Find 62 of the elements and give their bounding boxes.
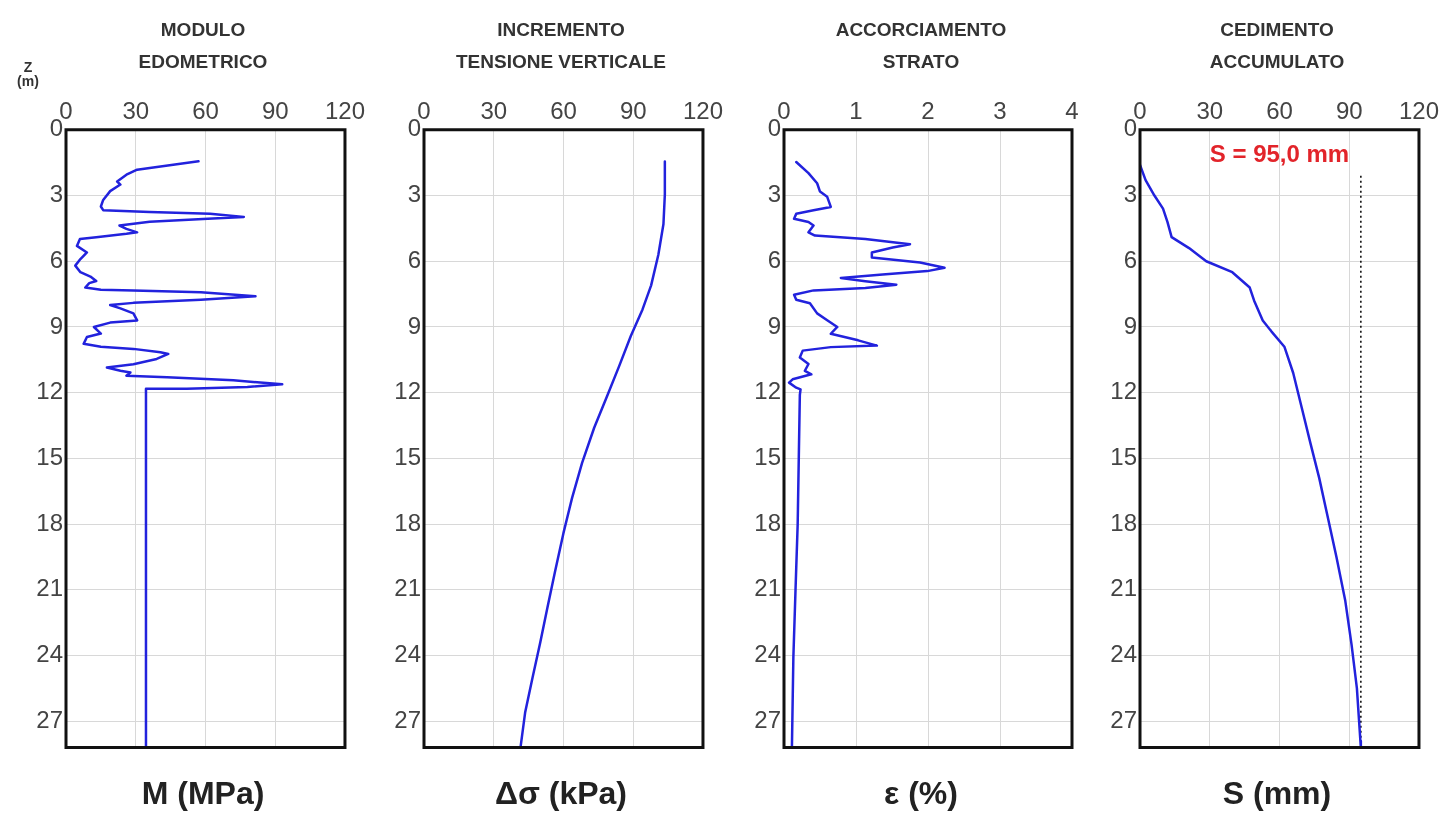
x-axis-title: ε (%) bbox=[883, 775, 959, 812]
y-tick-label: 12 bbox=[36, 377, 63, 405]
x-tick-label: 2 bbox=[921, 97, 935, 125]
y-tick-label: 6 bbox=[767, 245, 781, 273]
x-tick-label: 1 bbox=[849, 97, 863, 125]
y-tick-label: 9 bbox=[767, 311, 781, 339]
y-tick-label: 27 bbox=[394, 705, 421, 733]
x-tick-label: 30 bbox=[122, 97, 150, 125]
x-tick-label: 4 bbox=[1065, 97, 1079, 125]
y-tick-label: 15 bbox=[754, 443, 781, 471]
y-tick-label: 21 bbox=[754, 574, 781, 602]
y-tick-label: 18 bbox=[1110, 508, 1137, 536]
y-tick-label: 6 bbox=[49, 245, 63, 273]
y-tick-label: 18 bbox=[36, 508, 63, 536]
y-tick-label: 15 bbox=[36, 443, 63, 471]
y-tick-label: 9 bbox=[407, 311, 421, 339]
y-tick-label: 6 bbox=[407, 245, 421, 273]
y-tick-label: 15 bbox=[1110, 443, 1137, 471]
y-tick-label: 21 bbox=[394, 574, 421, 602]
y-tick-label: 15 bbox=[394, 443, 421, 471]
x-tick-label: 3 bbox=[993, 97, 1007, 125]
y-tick-label: 12 bbox=[754, 377, 781, 405]
y-tick-label: 9 bbox=[1123, 311, 1137, 339]
y-tick-label: 27 bbox=[1110, 705, 1137, 733]
x-tick-label: 60 bbox=[192, 97, 219, 125]
y-tick-label: 6 bbox=[1123, 245, 1137, 273]
chart-title: INCREMENTO TENSIONE VERTICALE bbox=[454, 18, 668, 74]
annotation: S = 95,0 mm bbox=[1209, 140, 1350, 168]
y-tick-label: 24 bbox=[36, 640, 63, 668]
y-tick-label: 3 bbox=[407, 180, 421, 208]
y-tick-label: 9 bbox=[49, 311, 63, 339]
y-tick-label: 21 bbox=[36, 574, 63, 602]
chart-title: CEDIMENTO ACCUMULATO bbox=[1208, 18, 1346, 74]
y-tick-label: 27 bbox=[36, 705, 63, 733]
x-tick-label: 30 bbox=[480, 97, 508, 125]
x-tick-label: 120 bbox=[1398, 97, 1439, 125]
y-tick-label: 3 bbox=[49, 180, 63, 208]
chart-title: ACCORCIAMENTO STRATO bbox=[834, 18, 1008, 74]
y-axis-title: Z (m) bbox=[16, 59, 40, 89]
x-tick-label: 90 bbox=[261, 97, 289, 125]
x-axis-title: S (mm) bbox=[1221, 775, 1333, 812]
y-tick-label: 12 bbox=[1110, 377, 1137, 405]
y-tick-label: 21 bbox=[1110, 574, 1137, 602]
x-tick-label: 60 bbox=[1266, 97, 1293, 125]
y-tick-label: 24 bbox=[754, 640, 781, 668]
x-axis-title: Δσ (kPa) bbox=[494, 775, 628, 812]
x-axis-title: M (MPa) bbox=[140, 775, 266, 812]
y-tick-label: 3 bbox=[767, 180, 781, 208]
x-tick-label: 120 bbox=[682, 97, 723, 125]
x-tick-label: 120 bbox=[324, 97, 365, 125]
chart-title: MODULO EDOMETRICO bbox=[137, 18, 269, 74]
y-tick-label: 18 bbox=[394, 508, 421, 536]
x-tick-label: 90 bbox=[619, 97, 647, 125]
y-tick-label: 3 bbox=[1123, 180, 1137, 208]
y-tick-label: 24 bbox=[394, 640, 421, 668]
x-tick-label: 90 bbox=[1335, 97, 1363, 125]
y-tick-label: 18 bbox=[754, 508, 781, 536]
y-tick-label: 27 bbox=[754, 705, 781, 733]
x-tick-label: 60 bbox=[550, 97, 577, 125]
x-tick-label: 30 bbox=[1196, 97, 1224, 125]
y-tick-label: 24 bbox=[1110, 640, 1137, 668]
y-tick-label: 12 bbox=[394, 377, 421, 405]
